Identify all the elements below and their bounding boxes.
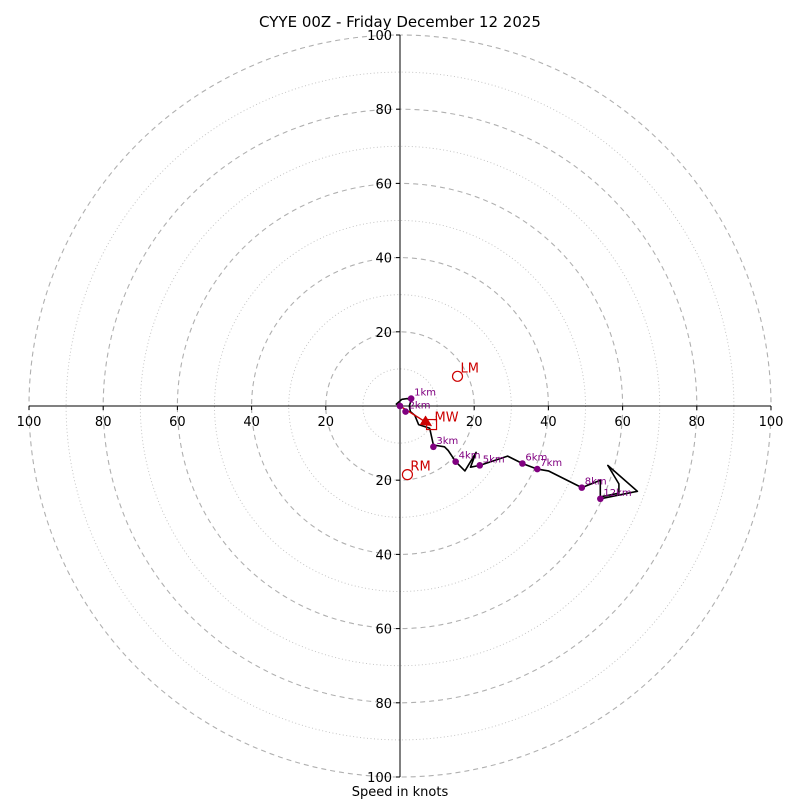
height-marker-label: 6km xyxy=(525,453,547,464)
x-tick-label: 80 xyxy=(689,415,706,430)
x-tick-label: 40 xyxy=(243,415,260,430)
height-marker-dot xyxy=(476,462,484,469)
left-mover-marker xyxy=(451,370,464,382)
chart-title: CYYE 00Z - Friday December 12 2025 xyxy=(259,13,541,31)
height-marker-label: 3km xyxy=(436,436,458,447)
height-marker-dot xyxy=(402,408,409,415)
y-tick-label: 20 xyxy=(375,326,392,341)
height-marker-label: 4km xyxy=(459,451,481,462)
height-marker-dot xyxy=(430,443,437,451)
height-marker-dot xyxy=(519,460,526,467)
height-marker-label: 7km xyxy=(540,458,562,469)
right-mover-marker xyxy=(401,469,414,481)
y-tick-label: 60 xyxy=(375,177,392,192)
x-tick-label: 100 xyxy=(17,415,42,430)
height-marker-dot xyxy=(578,484,586,491)
y-tick-label: 100 xyxy=(367,771,392,786)
x-tick-label: 40 xyxy=(540,415,557,430)
height-marker-dot xyxy=(533,465,541,473)
mean-wind-label: MW xyxy=(435,411,459,426)
y-tick-label: 60 xyxy=(375,623,392,638)
x-tick-label: 100 xyxy=(759,415,784,430)
left-mover-label: LM xyxy=(461,361,479,376)
hodograph-trace xyxy=(395,397,639,500)
x-tick-label: 20 xyxy=(466,415,483,430)
x-tick-label: 80 xyxy=(95,415,112,430)
height-marker-label: 8km xyxy=(585,477,607,488)
height-marker-dot xyxy=(452,458,459,465)
right-mover-label: RM xyxy=(410,460,430,475)
axes: 100 80 60 40 20 20 40 60 80 100 100 80 60 40 20 20 40 60 8… xyxy=(17,29,784,786)
height-marker-dot xyxy=(597,495,604,503)
x-tick-label: 60 xyxy=(169,415,186,430)
y-tick-label: 20 xyxy=(375,474,392,489)
x-tick-label: 60 xyxy=(614,415,631,430)
y-tick-label: 40 xyxy=(375,548,392,563)
height-marker-label: 2km xyxy=(409,401,431,412)
x-tick-label: 20 xyxy=(318,415,335,430)
y-tick-label: 100 xyxy=(367,29,392,44)
storm-motion: LM RM MW xyxy=(401,361,479,481)
height-marker-dot xyxy=(407,395,415,402)
mean-wind-marker xyxy=(425,418,438,431)
x-axis-label: Speed in knots xyxy=(352,785,449,800)
y-tick-label: 40 xyxy=(375,252,392,267)
y-tick-label: 80 xyxy=(375,697,392,712)
height-marker-label: 5km xyxy=(483,454,505,465)
height-marker-label: 1km xyxy=(414,388,436,399)
height-marker-dot xyxy=(396,402,404,410)
height-marker-label: 12km xyxy=(603,488,631,499)
y-tick-label: 80 xyxy=(375,103,392,118)
